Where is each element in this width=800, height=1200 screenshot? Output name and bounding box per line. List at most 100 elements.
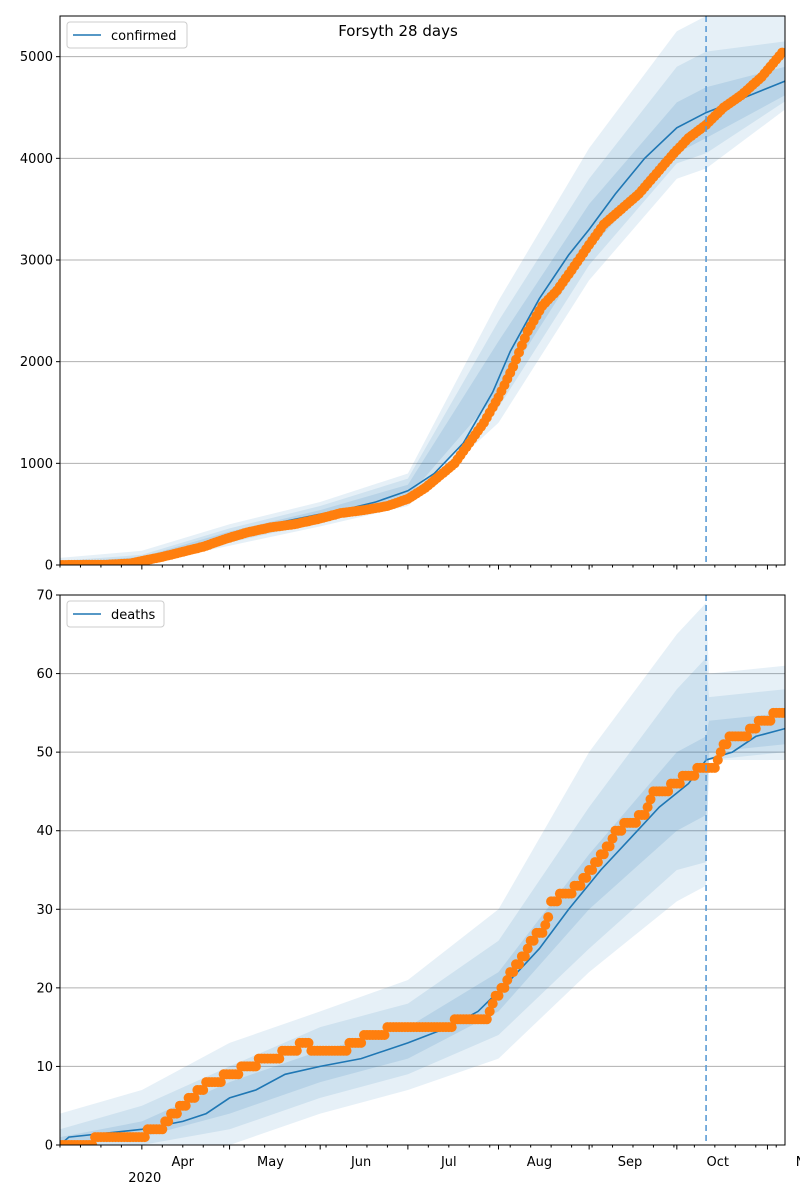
- observed-point: [616, 825, 627, 836]
- observed-point: [642, 802, 653, 813]
- x-tick-label: Jul: [440, 1155, 457, 1170]
- x-tick-label: Sep: [618, 1155, 643, 1170]
- observed-point: [233, 1069, 244, 1080]
- axes-frame: [59, 594, 786, 1146]
- observed-point: [742, 731, 752, 742]
- legend-box: [66, 600, 165, 628]
- y-tick-label: 40: [36, 824, 53, 839]
- observed-point: [250, 1061, 261, 1072]
- observed-point: [303, 1037, 314, 1048]
- x-tick-label: Nov: [796, 1155, 800, 1170]
- observed-point: [581, 872, 592, 883]
- observed-point: [481, 1014, 492, 1025]
- x-tick-label: Jun: [350, 1155, 371, 1170]
- observed-point: [552, 896, 562, 907]
- observed-point: [139, 1132, 150, 1143]
- observed-point: [493, 990, 504, 1001]
- observed-point: [543, 912, 554, 923]
- observed-point: [514, 959, 524, 970]
- observed-point: [157, 1124, 168, 1135]
- observed-point: [484, 1006, 495, 1017]
- observed-point: [663, 786, 674, 797]
- observed-point: [522, 943, 533, 954]
- observed-point: [750, 723, 761, 734]
- y-tick-label: 3000: [20, 254, 53, 269]
- observed-point: [274, 1053, 285, 1064]
- x-tick-label: Aug: [527, 1155, 552, 1170]
- uncertainty-band: [60, 41, 785, 565]
- y-tick-label: 1000: [20, 457, 53, 472]
- observed-point: [291, 1045, 302, 1056]
- observed-point: [566, 888, 577, 899]
- uncertainty-band: [60, 657, 785, 1145]
- observed-point: [674, 778, 685, 789]
- legend-label: confirmed: [111, 29, 177, 44]
- observed-point: [198, 1085, 209, 1095]
- observed-point: [356, 1037, 367, 1048]
- plot-area: [60, 16, 785, 565]
- legend: confirmed: [66, 21, 188, 49]
- deaths-panel: 0 10 20 30 40 50 60 70 Apr May Jun Jul Aug Sep Oct Nov 2…: [36, 589, 800, 1187]
- legend-label: deaths: [111, 608, 156, 623]
- y-tick-label: 20: [36, 981, 53, 996]
- x-tick-label: Apr: [172, 1155, 195, 1170]
- x-tick-label: Oct: [707, 1155, 729, 1170]
- observed-point: [446, 1022, 457, 1033]
- figure-title: Forsyth 28 days: [338, 22, 458, 40]
- observed-point: [604, 841, 615, 852]
- observed-point: [502, 975, 513, 985]
- observed-point: [645, 794, 656, 805]
- y-tick-label: 0: [45, 1139, 53, 1154]
- y-tick-label: 60: [36, 667, 53, 682]
- y-tick-label: 10: [36, 1060, 53, 1075]
- axes-frame: [59, 15, 786, 566]
- y-tick-label: 4000: [20, 152, 53, 167]
- observed-point: [592, 857, 603, 868]
- observed-point: [575, 880, 586, 891]
- observed-point: [540, 920, 551, 930]
- uncertainty-band: [60, 66, 785, 565]
- observed-point: [598, 849, 609, 860]
- observed-point: [780, 707, 785, 718]
- observed-series: [60, 47, 785, 565]
- observed-point: [171, 1108, 182, 1119]
- y-tick-label: 30: [36, 903, 53, 918]
- observed-series: [60, 707, 785, 1145]
- observed-point: [709, 762, 720, 773]
- observed-point: [508, 967, 519, 978]
- observed-point: [639, 810, 650, 820]
- observed-point: [499, 982, 510, 993]
- observed-point: [765, 715, 776, 726]
- observed-point: [689, 770, 700, 781]
- y-tick-label: 5000: [20, 50, 53, 65]
- x-tick-label: May: [257, 1155, 284, 1170]
- observed-point: [215, 1077, 226, 1088]
- y-tick-label: 50: [36, 746, 53, 761]
- observed-point: [519, 951, 530, 962]
- observed-point: [777, 47, 785, 58]
- uncertainty-band: [60, 16, 785, 565]
- observed-point: [379, 1030, 390, 1040]
- plot-area: [60, 595, 785, 1145]
- y-tick-label: 0: [45, 559, 53, 574]
- observed-point: [189, 1092, 200, 1103]
- observed-point: [341, 1045, 352, 1056]
- observed-point: [587, 865, 598, 875]
- observed-point: [712, 755, 723, 765]
- uncertainty-band: [60, 602, 785, 1145]
- x-year-label: 2020: [128, 1171, 161, 1186]
- observed-point: [630, 817, 641, 828]
- y-tick-label: 2000: [20, 355, 53, 370]
- observed-point: [715, 747, 726, 758]
- y-tick-label: 70: [36, 589, 53, 604]
- confirmed-panel: 0 1000 2000 3000 4000 5000 confirmed: [20, 15, 786, 574]
- observed-point: [528, 935, 539, 946]
- observed-point: [163, 1116, 174, 1127]
- legend-box: [66, 21, 188, 49]
- observed-point: [180, 1100, 191, 1111]
- observed-point: [487, 998, 498, 1009]
- observed-point: [607, 833, 618, 844]
- legend: deaths: [66, 600, 165, 628]
- observed-point: [537, 927, 548, 938]
